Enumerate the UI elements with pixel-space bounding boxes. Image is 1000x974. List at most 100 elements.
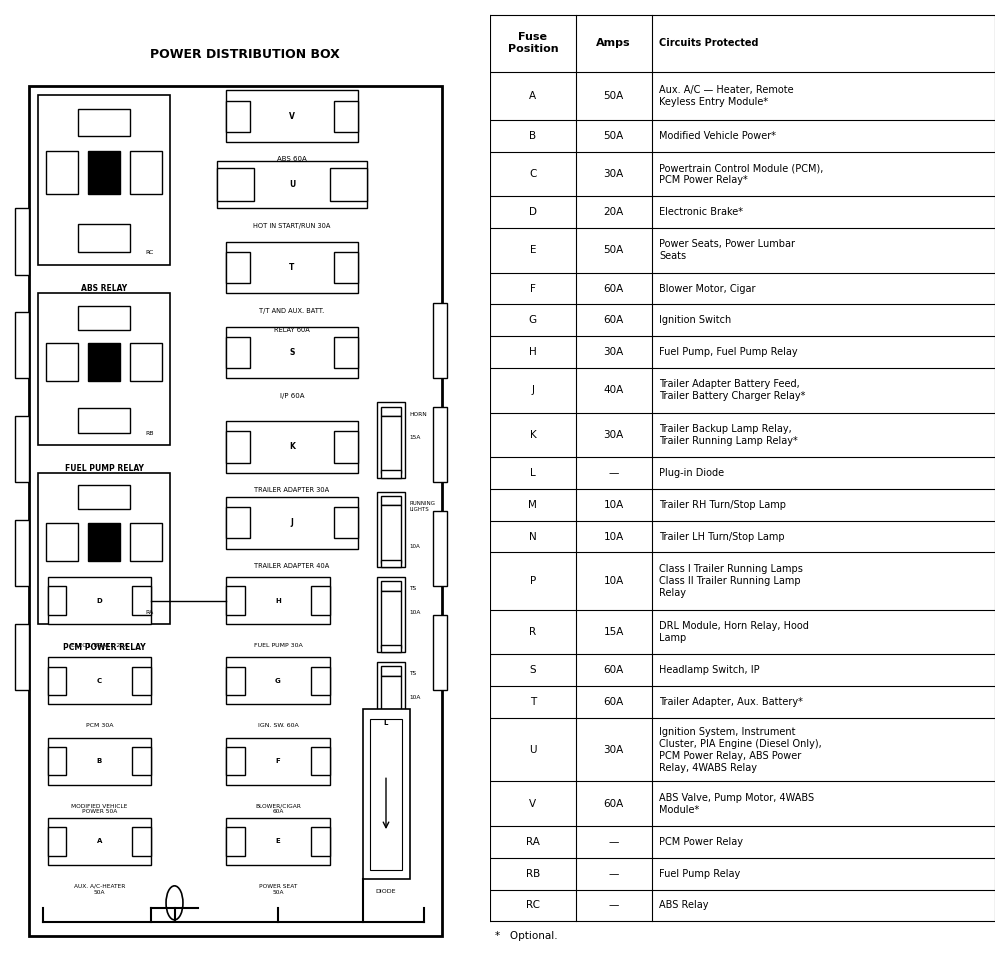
Bar (433, 615, 447, 691)
Bar (130, 151, 162, 194)
Bar (370, 719, 402, 870)
Text: 10A: 10A (410, 543, 420, 548)
Bar (433, 510, 447, 586)
Bar (334, 507, 358, 539)
Text: N: N (529, 532, 537, 542)
Bar (88, 151, 120, 194)
Bar (381, 645, 401, 653)
Text: Fuel Pump Relay: Fuel Pump Relay (659, 869, 740, 879)
Text: K: K (289, 442, 295, 452)
Text: Trailer LH Turn/Stop Lamp: Trailer LH Turn/Stop Lamp (659, 532, 785, 542)
Bar (78, 485, 130, 509)
Text: DRL Module, Horn Relay, Hood
Lamp: DRL Module, Horn Relay, Hood Lamp (659, 621, 809, 643)
Text: POWER SEAT
50A: POWER SEAT 50A (259, 884, 297, 895)
Text: 60A: 60A (604, 799, 624, 808)
Text: Aux. A/C — Heater, Remote
Keyless Entry Module*: Aux. A/C — Heater, Remote Keyless Entry … (659, 85, 794, 107)
Text: Blower Motor, Cigar: Blower Motor, Cigar (659, 283, 756, 293)
Text: Electronic Brake*: Electronic Brake* (659, 207, 743, 217)
Bar (88, 523, 120, 561)
Text: S: S (530, 665, 536, 675)
Bar (132, 586, 151, 615)
Text: *   Optional.: * Optional. (495, 931, 558, 941)
Text: 10A: 10A (410, 610, 421, 615)
Bar (381, 506, 401, 563)
Bar (132, 666, 151, 695)
Bar (130, 344, 162, 381)
Text: T/T AND AUX. BATT.: T/T AND AUX. BATT. (259, 308, 325, 314)
Text: 15A: 15A (410, 435, 421, 440)
Bar (38, 95, 170, 265)
Bar (433, 407, 447, 482)
Text: C: C (97, 678, 102, 684)
Text: L: L (530, 468, 536, 478)
Bar (46, 523, 78, 561)
Text: RC: RC (146, 250, 154, 255)
Bar (15, 624, 29, 691)
Bar (48, 577, 151, 624)
Bar (377, 492, 405, 568)
Bar (226, 337, 250, 368)
Bar (381, 407, 401, 416)
Bar (48, 747, 66, 775)
Text: D: D (96, 597, 102, 604)
Bar (226, 100, 250, 131)
Bar (381, 470, 401, 477)
Text: 60A: 60A (604, 697, 624, 707)
Bar (381, 590, 401, 648)
Text: 10A: 10A (604, 532, 624, 542)
Bar (78, 408, 130, 432)
Text: V: V (289, 112, 295, 121)
Text: 50A: 50A (604, 91, 624, 101)
Text: 40A: 40A (604, 386, 624, 395)
Text: 10A: 10A (604, 500, 624, 509)
Bar (15, 416, 29, 482)
Bar (226, 666, 245, 695)
Bar (15, 208, 29, 275)
Bar (217, 161, 367, 208)
Bar (48, 666, 66, 695)
Text: RC: RC (526, 900, 540, 911)
Text: RA: RA (146, 610, 154, 615)
Text: C: C (529, 169, 537, 179)
Text: ABS RELAY: ABS RELAY (81, 284, 127, 293)
Text: 10A: 10A (604, 576, 624, 586)
Text: U: U (289, 180, 295, 189)
Text: 50A: 50A (604, 245, 624, 255)
Bar (334, 337, 358, 368)
Text: S: S (289, 348, 295, 357)
Text: IGN. SW. 60A: IGN. SW. 60A (258, 724, 298, 729)
Bar (15, 313, 29, 379)
Text: TRAILER ADAPTER 30A: TRAILER ADAPTER 30A (254, 487, 330, 493)
Text: E: E (530, 245, 536, 255)
Text: Trailer Backup Lamp Relay,
Trailer Running Lamp Relay*: Trailer Backup Lamp Relay, Trailer Runni… (659, 424, 798, 446)
Text: Power Seats, Power Lumbar
Seats: Power Seats, Power Lumbar Seats (659, 240, 795, 261)
Bar (48, 586, 66, 615)
Bar (130, 523, 162, 561)
Bar (78, 306, 130, 330)
Text: TRAILER ADAPTER 40A: TRAILER ADAPTER 40A (254, 563, 330, 569)
Text: TS: TS (410, 671, 417, 676)
Text: ABS 60A: ABS 60A (277, 157, 307, 163)
Bar (311, 827, 330, 855)
Bar (48, 827, 66, 855)
Text: FUEL PUMP RELAY: FUEL PUMP RELAY (65, 464, 143, 472)
Text: BLOWER/CIGAR
60A: BLOWER/CIGAR 60A (255, 804, 301, 814)
Text: Circuits Protected: Circuits Protected (659, 38, 759, 48)
Bar (29, 86, 442, 936)
Text: Modified Vehicle Power*: Modified Vehicle Power* (659, 131, 776, 141)
Text: Trailer Adapter Battery Feed,
Trailer Battery Charger Relay*: Trailer Adapter Battery Feed, Trailer Ba… (659, 379, 806, 401)
Bar (217, 169, 254, 202)
Text: 50A: 50A (604, 131, 624, 141)
Bar (381, 560, 401, 568)
Text: F: F (530, 283, 536, 293)
Text: L: L (384, 721, 388, 727)
Bar (381, 730, 401, 737)
Text: 30A: 30A (604, 347, 624, 357)
Bar (311, 666, 330, 695)
Bar (226, 91, 358, 142)
Text: —: — (609, 869, 619, 879)
Bar (226, 657, 330, 704)
Text: ABS Relay: ABS Relay (659, 900, 709, 911)
Text: U: U (529, 744, 537, 755)
Text: DIODE: DIODE (376, 888, 396, 894)
